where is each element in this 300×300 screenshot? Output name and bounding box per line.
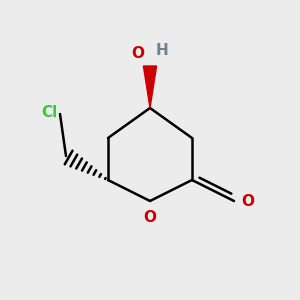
Text: Cl: Cl bbox=[41, 105, 57, 120]
Text: O: O bbox=[143, 210, 157, 225]
Text: O: O bbox=[131, 46, 144, 62]
Text: O: O bbox=[242, 194, 254, 208]
Polygon shape bbox=[143, 66, 157, 108]
Text: H: H bbox=[156, 44, 169, 59]
